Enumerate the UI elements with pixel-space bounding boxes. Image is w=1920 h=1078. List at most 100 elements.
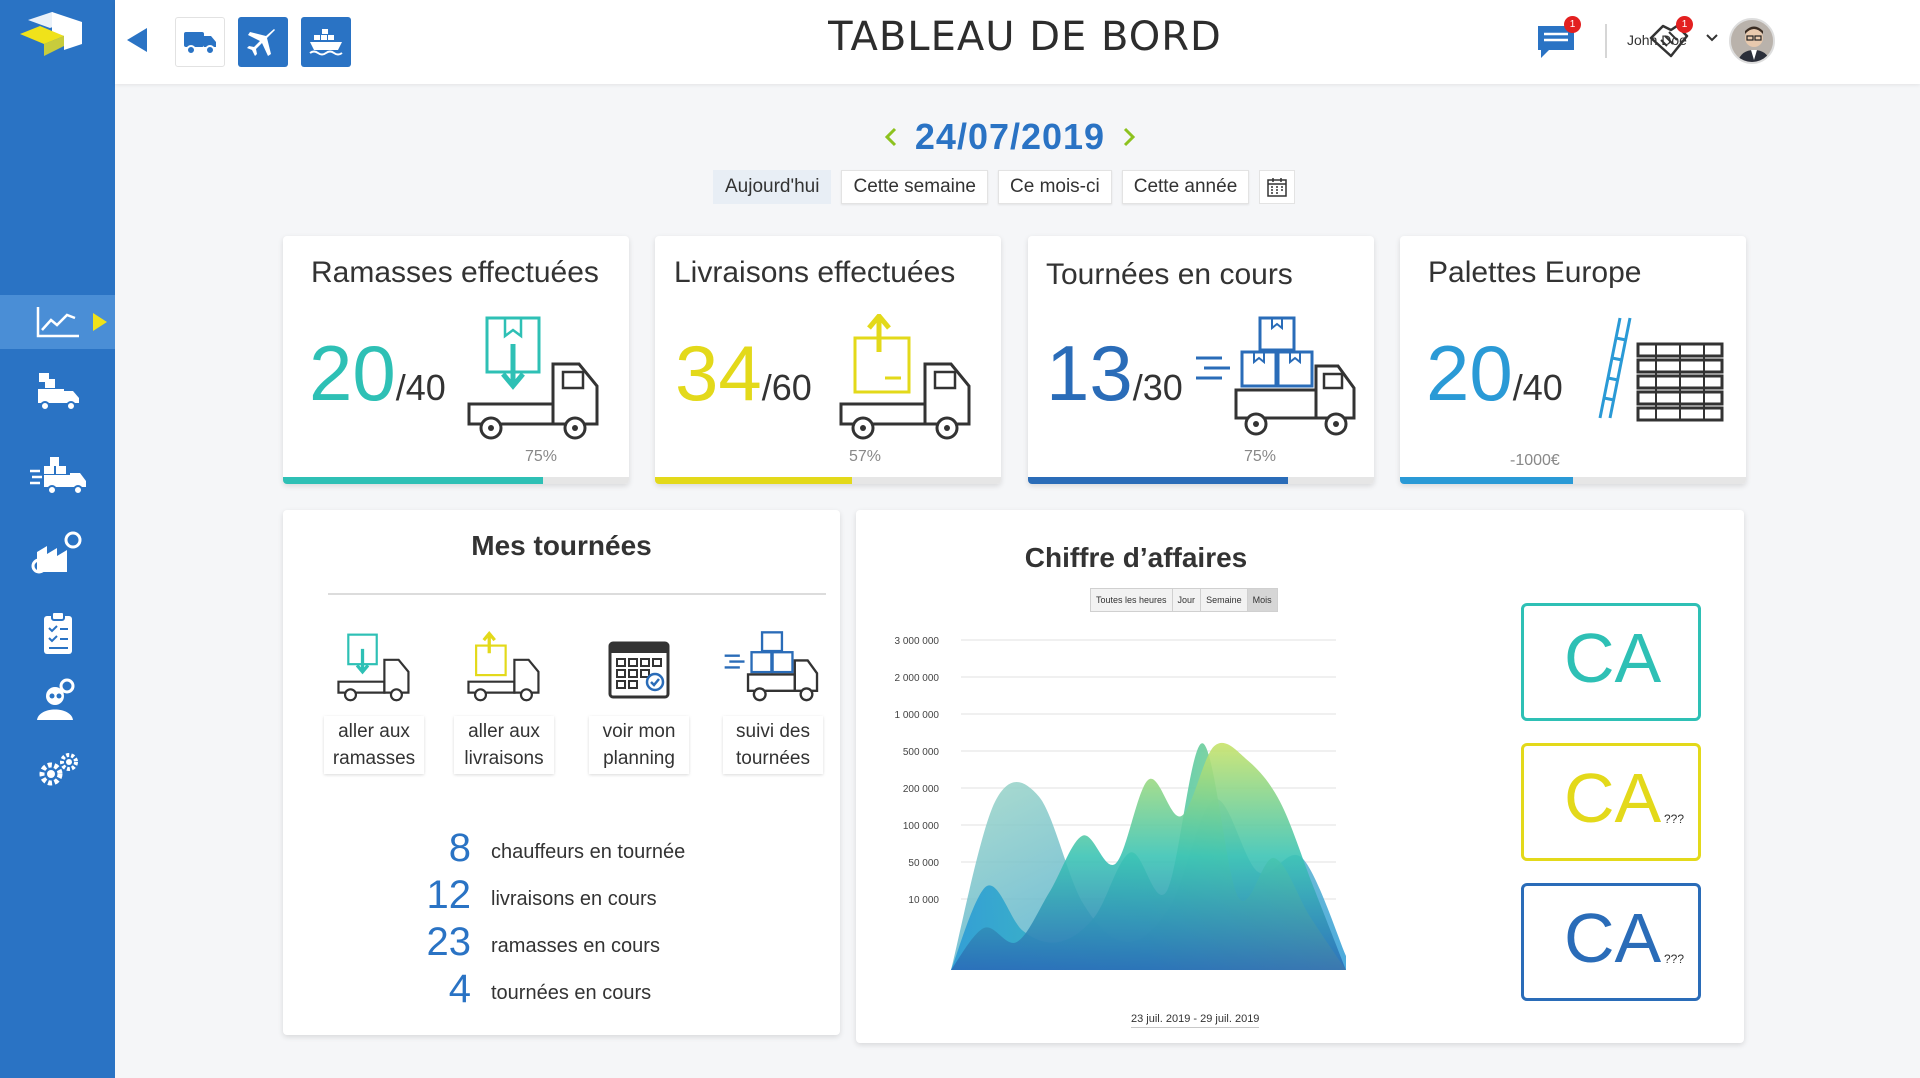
period-year-button[interactable]: Cette année: [1121, 170, 1250, 204]
gears-icon: [39, 753, 78, 786]
factory-gear-icon: [31, 531, 81, 574]
shortcut-pickups[interactable]: aller aux ramasses: [324, 630, 424, 774]
kpi-total: /30: [1132, 367, 1183, 408]
tours-divider: [328, 593, 826, 595]
kpi-value: 20/40: [309, 329, 446, 417]
tab-day[interactable]: Jour: [1173, 589, 1202, 611]
period-week-button[interactable]: Cette semaine: [841, 170, 988, 204]
stat-deliveries: 12 livraisons en cours: [393, 872, 657, 918]
shortcut-planning[interactable]: voir mon planning: [589, 630, 689, 774]
sidebar-item-users[interactable]: [0, 672, 115, 726]
kpi-progress-track: [1400, 477, 1746, 484]
tours-panel: Mes tournées aller aux ramasses aller aux…: [283, 510, 840, 1035]
area-series-3[interactable]: [951, 742, 1346, 970]
stat-label: livraisons en cours: [491, 888, 657, 910]
kpi-card-deliveries[interactable]: Livraisons effectuées 34/60 57%: [655, 236, 1001, 484]
date-selector: 24/07/2019: [880, 114, 1140, 160]
chevron-down-icon[interactable]: [1705, 33, 1719, 43]
chart-line-icon: [36, 307, 79, 338]
page-title: TABLEAU DE BORD: [828, 14, 1222, 60]
revenue-area-chart: 3 000 000 2 000 000 1 000 000 500 000 200 00…: [895, 636, 1346, 970]
ca-box-1[interactable]: CA: [1521, 603, 1701, 721]
clipboard-checklist-icon: [43, 611, 72, 654]
sidebar-item-settings[interactable]: [0, 743, 115, 797]
sidebar-item-warehouse[interactable]: [0, 526, 115, 580]
y-tick-label: 3 000 000: [895, 636, 940, 647]
kpi-percent: 75%: [1244, 448, 1277, 465]
period-today-button[interactable]: Aujourd'hui: [713, 170, 832, 204]
chart-areas: [951, 742, 1346, 970]
chart-date-range: 23 juil. 2019 - 29 juil. 2019: [1131, 1013, 1260, 1028]
ca-box-2[interactable]: CA ???: [1521, 743, 1701, 861]
current-date: 24/07/2019: [914, 116, 1106, 157]
ca-label: CA: [1564, 759, 1662, 837]
revenue-panel: Chiffre d’affaires Toutes les heures Jou…: [856, 510, 1744, 1043]
stat-value: 23: [426, 920, 472, 964]
ca-suffix: ???: [1664, 952, 1685, 966]
messages-badge: 1: [1564, 16, 1581, 33]
shortcut-deliveries[interactable]: aller aux livraisons: [454, 630, 554, 774]
top-bar: TABLEAU DE BORD 1 1 John Doe: [115, 0, 1920, 84]
mode-road-button[interactable]: [175, 17, 225, 67]
tours-title: Mes tournées: [471, 530, 652, 561]
y-tick-label: 1 000 000: [895, 710, 940, 721]
stat-value: 12: [426, 873, 472, 917]
avatar[interactable]: [1729, 18, 1775, 64]
delivery-truck-icon: [467, 630, 540, 702]
tab-month[interactable]: Mois: [1247, 589, 1277, 611]
y-tick-label: 50 000: [908, 858, 939, 869]
kpi-progress-fill: [655, 477, 853, 484]
kpi-percent: 57%: [849, 448, 882, 465]
app-logo-icon[interactable]: [20, 10, 90, 65]
kpi-card-pallets[interactable]: Palettes Europe 20/40 -1000€: [1400, 236, 1746, 484]
revenue-period-tabs: Toutes les heures Jour Semaine Mois: [1090, 588, 1278, 612]
chevron-right-icon[interactable]: [1121, 126, 1137, 148]
ca-box-3[interactable]: CA ???: [1521, 883, 1701, 1001]
calendar-icon: [608, 641, 670, 699]
sidebar-item-pickups[interactable]: [0, 365, 115, 419]
kpi-card-pickups[interactable]: Ramasses effectuées 20/40 75%: [283, 236, 629, 484]
shortcut-tour-tracking[interactable]: suivi des tournées: [723, 630, 823, 774]
stat-drivers: 8 chauffeurs en tournée: [393, 825, 685, 871]
tab-hourly[interactable]: Toutes les heures: [1091, 589, 1173, 611]
ship-icon: [309, 29, 343, 56]
kpi-total: /60: [761, 367, 812, 408]
shortcut-label: aller aux livraisons: [454, 716, 554, 774]
kpi-title: Ramasses effectuées: [311, 256, 599, 289]
y-tick-label: 500 000: [903, 747, 940, 758]
sidebar: [0, 0, 115, 1078]
delivery-truck-icon: [839, 314, 971, 440]
kpi-title: Palettes Europe: [1428, 256, 1642, 289]
sidebar-item-dashboard[interactable]: [0, 295, 115, 349]
tab-week[interactable]: Semaine: [1201, 589, 1248, 611]
shortcut-label: voir mon planning: [589, 716, 689, 774]
mode-sea-button[interactable]: [301, 17, 351, 67]
period-month-button[interactable]: Ce mois-ci: [998, 170, 1112, 204]
stat-value: 8: [448, 826, 471, 870]
stat-tours: 4 tournées en cours: [393, 966, 651, 1012]
kpi-card-tours[interactable]: Tournées en cours 13/30 75%: [1028, 236, 1374, 484]
stat-label: tournées en cours: [491, 982, 652, 1004]
delivery-truck-icon: [29, 457, 86, 495]
mode-air-button[interactable]: [238, 17, 288, 67]
sidebar-item-tasks[interactable]: [0, 606, 115, 660]
kpi-progress-fill: [1400, 477, 1573, 484]
chat-bubble-icon: [1538, 26, 1574, 58]
alerts-button[interactable]: 1: [1647, 16, 1693, 64]
kpi-value: 20/40: [1426, 329, 1563, 417]
pallet-stack-icon: [1598, 317, 1724, 422]
user-portrait-icon: [1731, 20, 1773, 62]
kpi-total: /40: [395, 367, 446, 408]
back-arrow-icon[interactable]: [127, 28, 147, 52]
calendar-button[interactable]: [1259, 170, 1296, 204]
sidebar-item-deliveries[interactable]: [0, 449, 115, 503]
stat-value: 4: [448, 967, 471, 1011]
chevron-left-icon[interactable]: [883, 126, 899, 148]
ca-label: CA: [1564, 619, 1662, 697]
messages-button[interactable]: 1: [1535, 16, 1581, 64]
y-tick-label: 200 000: [903, 784, 940, 795]
kpi-progress-fill: [283, 477, 543, 484]
stat-label: ramasses en cours: [491, 935, 660, 957]
kpi-title: Livraisons effectuées: [674, 256, 956, 289]
user-name[interactable]: John Doe: [1627, 32, 1687, 48]
